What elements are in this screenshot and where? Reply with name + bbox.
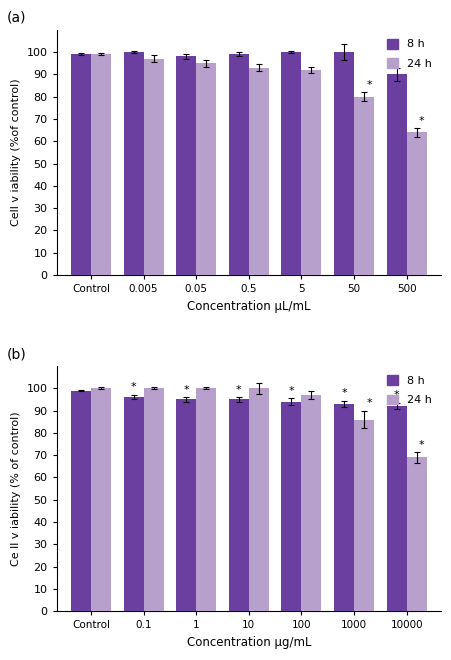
Bar [123, 52, 143, 275]
Text: *: * [288, 385, 294, 395]
Bar [333, 52, 353, 275]
Legend: 8 h, 24 h: 8 h, 24 h [383, 372, 434, 409]
Bar [91, 54, 110, 275]
Bar [123, 397, 143, 611]
Text: *: * [341, 388, 346, 398]
Bar [228, 54, 248, 275]
Bar [333, 404, 353, 611]
Bar [406, 132, 426, 275]
Bar [91, 388, 110, 611]
X-axis label: Concentration μg/mL: Concentration μg/mL [186, 636, 310, 649]
Bar [301, 70, 321, 275]
Text: *: * [130, 382, 136, 392]
Text: (b): (b) [7, 347, 27, 361]
Text: *: * [365, 80, 371, 90]
X-axis label: Concentration μL/mL: Concentration μL/mL [187, 300, 310, 313]
Bar [196, 388, 216, 611]
Text: *: * [393, 390, 399, 400]
Bar [248, 67, 268, 275]
Text: *: * [365, 399, 371, 409]
Bar [176, 399, 196, 611]
Text: *: * [418, 440, 423, 449]
Bar [386, 75, 406, 275]
Y-axis label: Ce ll v iability (% of control): Ce ll v iability (% of control) [11, 411, 21, 566]
Bar [386, 406, 406, 611]
Bar [353, 96, 373, 275]
Bar [143, 388, 163, 611]
Legend: 8 h, 24 h: 8 h, 24 h [383, 35, 434, 73]
Bar [196, 63, 216, 275]
Bar [143, 59, 163, 275]
Text: *: * [183, 385, 189, 395]
Bar [176, 57, 196, 275]
Text: (a): (a) [7, 11, 26, 25]
Bar [406, 457, 426, 611]
Bar [301, 395, 321, 611]
Bar [248, 388, 268, 611]
Bar [353, 420, 373, 611]
Y-axis label: Cell v iability (%of control): Cell v iability (%of control) [11, 79, 21, 226]
Text: *: * [235, 385, 241, 395]
Bar [71, 54, 91, 275]
Bar [228, 399, 248, 611]
Bar [281, 52, 301, 275]
Bar [281, 402, 301, 611]
Text: *: * [418, 115, 423, 125]
Bar [71, 391, 91, 611]
